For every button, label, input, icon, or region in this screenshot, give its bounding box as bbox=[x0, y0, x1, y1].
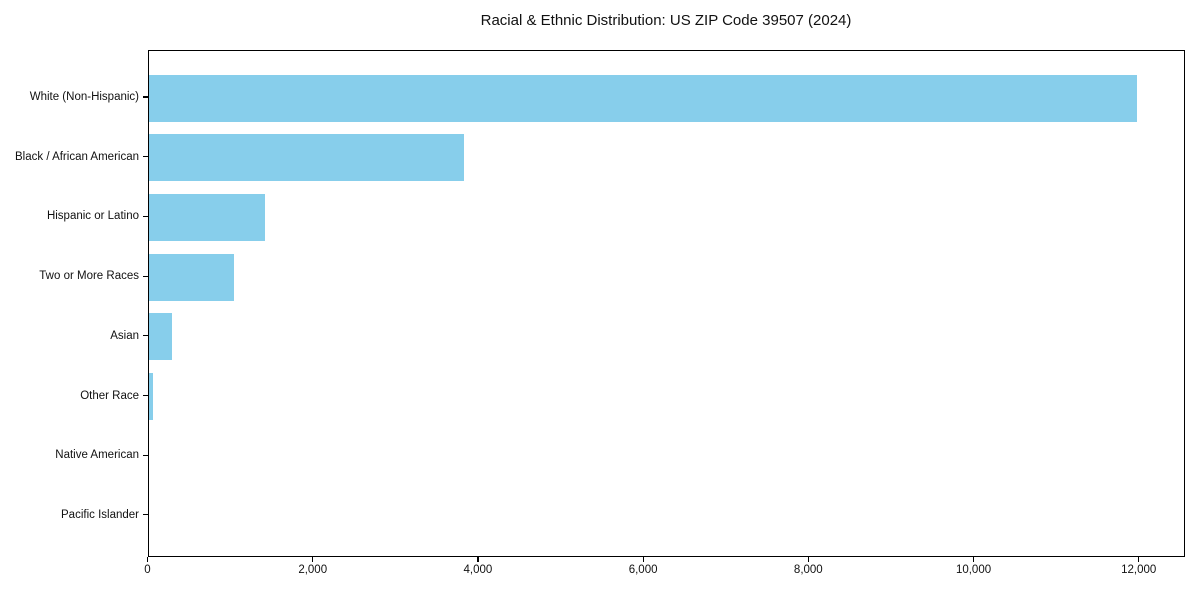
y-tick-mark bbox=[142, 454, 148, 456]
y-tick-label: Other Race bbox=[80, 389, 139, 402]
x-tick-mark bbox=[477, 557, 479, 562]
x-tick-mark bbox=[312, 557, 314, 562]
plot-area bbox=[147, 50, 1185, 557]
x-tick-label: 10,000 bbox=[955, 564, 992, 576]
y-tick-label: Black / African American bbox=[15, 150, 139, 163]
bar-black-african-american bbox=[148, 134, 465, 182]
bar-white-non-hispanic bbox=[148, 74, 1138, 122]
y-tick-label: Pacific Islander bbox=[61, 508, 139, 521]
x-tick-mark bbox=[972, 557, 975, 562]
y-tick-mark bbox=[142, 156, 148, 158]
y-tick-mark bbox=[142, 335, 148, 337]
bar-hispanic-or-latino bbox=[148, 193, 266, 241]
y-tick-mark bbox=[142, 514, 148, 516]
x-tick-label: 12,000 bbox=[1121, 564, 1157, 576]
y-tick-label: Native American bbox=[55, 449, 139, 462]
y-tick-mark bbox=[142, 96, 148, 98]
x-tick-label: 4,000 bbox=[463, 564, 493, 576]
y-tick-mark bbox=[142, 215, 148, 217]
y-tick-label: Two or More Races bbox=[39, 270, 139, 283]
x-tick-mark bbox=[146, 557, 149, 562]
x-tick-mark bbox=[807, 557, 809, 562]
x-tick-label: 0 bbox=[144, 564, 151, 576]
bar-two-or-more-races bbox=[148, 253, 234, 301]
x-tick-label: 6,000 bbox=[628, 564, 658, 576]
x-tick-label: 2,000 bbox=[298, 564, 328, 576]
y-tick-mark bbox=[142, 275, 148, 277]
y-tick-label: Hispanic or Latino bbox=[46, 210, 139, 223]
bar-asian bbox=[148, 313, 173, 361]
y-tick-mark bbox=[142, 394, 148, 397]
y-tick-label: Asian bbox=[110, 329, 139, 342]
x-tick-label: 8,000 bbox=[793, 564, 823, 576]
x-tick-mark bbox=[642, 557, 644, 562]
bar-other-race bbox=[148, 373, 153, 420]
y-tick-label: White (Non-Hispanic) bbox=[29, 91, 139, 103]
x-tick-mark bbox=[1138, 557, 1140, 562]
chart-title: Racial & Ethnic Distribution: US ZIP Cod… bbox=[480, 12, 852, 29]
